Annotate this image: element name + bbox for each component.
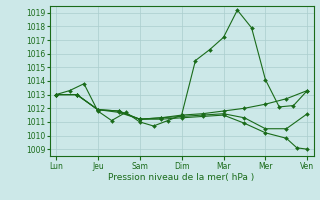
X-axis label: Pression niveau de la mer( hPa ): Pression niveau de la mer( hPa ) bbox=[108, 173, 255, 182]
